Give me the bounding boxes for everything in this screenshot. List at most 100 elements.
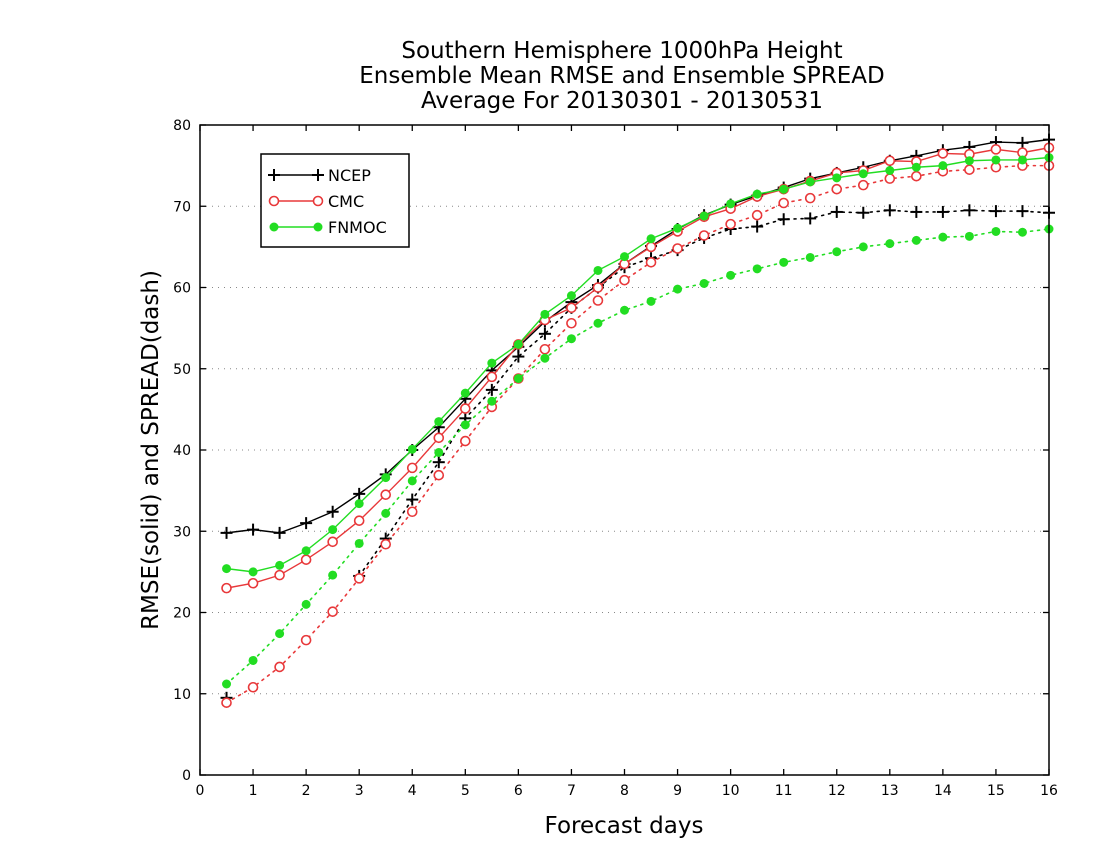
x-tick-label: 12 (828, 783, 846, 799)
chart-title: Southern Hemisphere 1000hPa Height (401, 38, 842, 64)
ncep-spread-line (358, 209, 1050, 577)
cmc-rmse-point (300, 554, 312, 565)
cmc-spread-point (247, 681, 259, 693)
legend-label: CMC (328, 192, 364, 211)
legend-entry-cmc: CMC (268, 192, 364, 211)
fnmoc-rmse-point (699, 211, 709, 221)
legend-entry-fnmoc: FNMOC (269, 218, 387, 237)
ncep-spread-point (432, 456, 445, 469)
fnmoc-spread-point (301, 599, 311, 609)
cmc-spread-point (566, 317, 577, 329)
cmc-rmse-point (460, 403, 471, 414)
ncep-spread-point (751, 220, 764, 233)
ncep-spread-point (963, 204, 976, 217)
y-tick-label: 50 (173, 362, 191, 378)
y-tick-label: 20 (173, 606, 191, 622)
fnmoc-spread-point (222, 679, 232, 689)
ncep-rmse-point (220, 526, 233, 539)
cmc-rmse-point (990, 144, 1002, 155)
fnmoc-spread-point (726, 270, 736, 280)
ncep-rmse-point (273, 526, 286, 539)
fnmoc-rmse-point (222, 564, 232, 574)
fnmoc-spread-point (275, 629, 285, 639)
fnmoc-spread-point (540, 353, 550, 363)
ncep-spread-point (1016, 205, 1029, 218)
legend-marker (312, 195, 324, 207)
x-tick-label: 10 (722, 783, 740, 799)
fnmoc-rmse-point (566, 291, 576, 301)
fnmoc-spread-point (885, 239, 895, 249)
cmc-spread-point (433, 469, 445, 481)
cmc-spread-point (539, 343, 551, 355)
cmc-rmse-point (380, 489, 392, 500)
fnmoc-rmse-point (434, 417, 444, 427)
ncep-spread-point (910, 205, 923, 218)
ncep-rmse-point (353, 487, 366, 500)
y-tick-label: 30 (173, 524, 191, 540)
cmc-spread-point (672, 243, 683, 254)
fnmoc-rmse-point (354, 499, 364, 509)
ncep-spread-point (883, 204, 896, 217)
fnmoc-spread-point (487, 396, 497, 406)
fnmoc-spread-point (328, 570, 338, 580)
ncep-spread-point (485, 383, 498, 396)
x-tick-label: 9 (673, 783, 682, 799)
cmc-spread-point (804, 192, 816, 204)
fnmoc-rmse-point (858, 169, 868, 179)
ncep-spread-point (936, 205, 949, 218)
cmc-rmse-point (937, 148, 949, 159)
cmc-rmse-point (592, 282, 604, 293)
cmc-rmse-point (221, 582, 232, 594)
x-tick-label: 2 (302, 783, 311, 799)
cmc-spread-point (300, 634, 312, 646)
x-tick-label: 15 (987, 783, 1005, 799)
fnmoc-spread-point (513, 374, 523, 383)
fnmoc-spread-point (911, 235, 921, 245)
cmc-spread-point (964, 164, 975, 175)
fnmoc-rmse-point (752, 189, 762, 199)
fnmoc-spread-point (752, 264, 762, 274)
cmc-spread-point (831, 183, 843, 195)
x-tick-label: 13 (881, 783, 899, 799)
cmc-rmse-point (884, 155, 896, 167)
cmc-rmse-point (645, 241, 657, 253)
ncep-spread-point (804, 212, 817, 225)
legend-entry-ncep: NCEP (268, 166, 371, 185)
cmc-spread-point (884, 173, 896, 184)
legend-label: NCEP (328, 166, 371, 185)
cmc-spread-point (380, 538, 392, 550)
ncep-rmse-point (1016, 136, 1029, 149)
cmc-spread-line (225, 164, 1050, 704)
fnmoc-rmse-point (620, 252, 629, 262)
x-tick-label: 3 (355, 783, 364, 799)
legend-marker (268, 195, 280, 207)
fnmoc-spread-point (964, 231, 974, 241)
ncep-spread-point (989, 205, 1002, 218)
fnmoc-rmse-point (832, 173, 842, 183)
fnmoc-spread-point (832, 247, 842, 257)
ncep-spread-point (830, 205, 843, 218)
fnmoc-rmse-point (275, 560, 285, 570)
cmc-rmse-point (406, 462, 418, 474)
fnmoc-rmse-point (726, 199, 736, 209)
chart-subtitle-2: Average For 20130301 - 20130531 (421, 88, 823, 114)
x-axis-label: Forecast days (545, 813, 704, 839)
fnmoc-rmse-point (381, 473, 391, 483)
y-tick-label: 70 (173, 199, 191, 215)
fnmoc-spread-point (991, 226, 1001, 236)
legend-marker (313, 222, 323, 232)
y-axis-label: RMSE(solid) and SPREAD(dash) (138, 270, 164, 630)
cmc-spread-point (327, 606, 338, 617)
fnmoc-spread-point (1017, 227, 1027, 237)
ncep-spread-point (406, 493, 419, 506)
fnmoc-rmse-point (938, 161, 948, 171)
fnmoc-rmse-point (407, 444, 417, 454)
y-tick-label: 10 (173, 687, 191, 703)
fnmoc-rmse-point (593, 265, 603, 275)
cmc-spread-point (911, 170, 922, 182)
cmc-spread-point (460, 435, 471, 447)
fnmoc-rmse-point (1017, 155, 1027, 165)
fnmoc-rmse-point (540, 309, 550, 319)
